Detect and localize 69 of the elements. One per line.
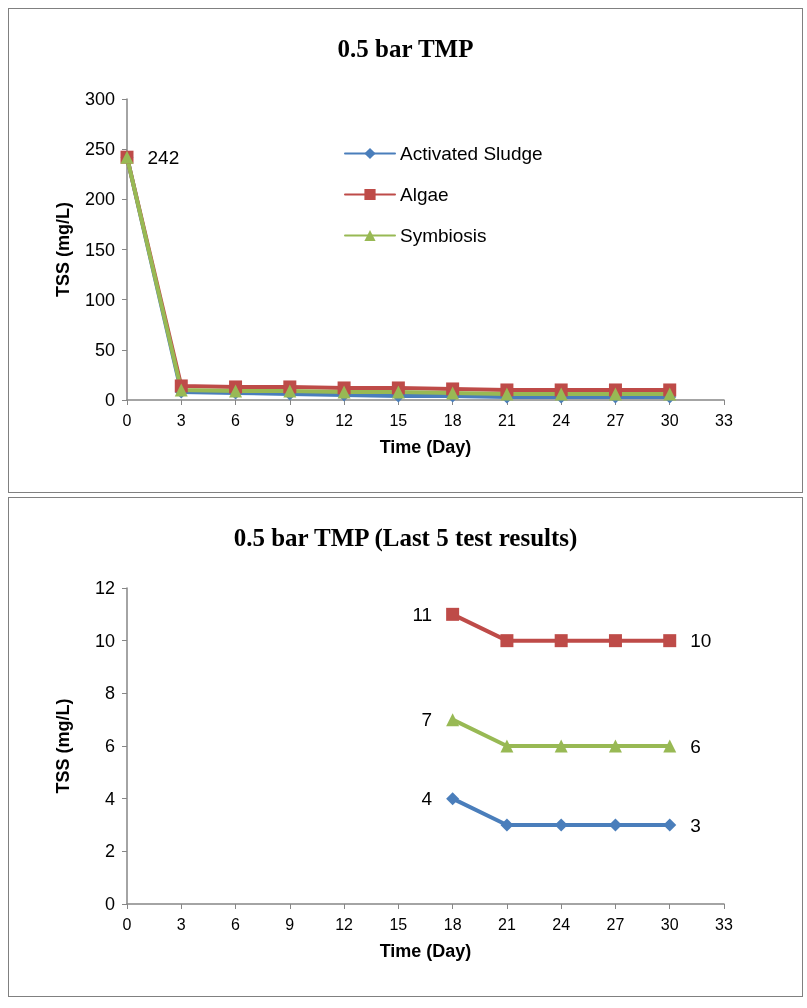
- point: [446, 607, 460, 621]
- y-axis-title: TSS (mg/L): [53, 698, 73, 794]
- x-tick-label: 0: [122, 915, 132, 933]
- x-tick-label: 21: [498, 915, 516, 933]
- y-tick-label: 8: [104, 683, 115, 704]
- x-tick-label: 27: [606, 411, 625, 429]
- chart-title: 0.5 bar TMP (Last 5 test results): [233, 524, 578, 552]
- y-tick-label: 200: [84, 189, 115, 210]
- y-tick-label: 12: [94, 578, 115, 598]
- x-tick-label: 30: [660, 915, 679, 933]
- data-label: 242: [147, 146, 180, 168]
- point: [608, 739, 622, 753]
- y-tick-label: 10: [94, 630, 115, 651]
- x-tick-label: 21: [498, 411, 516, 429]
- point: [554, 818, 568, 832]
- point: [500, 634, 514, 648]
- y-tick-label: 100: [84, 289, 115, 310]
- x-axis-title: Time (Day): [379, 941, 472, 961]
- y-tick-label: 300: [84, 89, 115, 109]
- data-label: 10: [690, 630, 712, 652]
- x-tick-label: 27: [606, 915, 625, 933]
- x-tick-label: 12: [335, 915, 354, 933]
- point: [663, 634, 677, 648]
- x-tick-label: 3: [176, 411, 186, 429]
- x-tick-label: 15: [389, 915, 408, 933]
- point: [391, 385, 405, 399]
- y-tick-label: 0: [104, 894, 115, 914]
- x-tick-label: 33: [715, 915, 733, 933]
- x-tick-label: 18: [443, 411, 462, 429]
- legend-label: Algae: [400, 184, 449, 205]
- point: [446, 792, 460, 806]
- chart-title: 0.5 bar TMP: [337, 35, 474, 62]
- x-tick-label: 24: [552, 411, 571, 429]
- x-tick-label: 30: [660, 411, 679, 429]
- data-label: 6: [690, 735, 701, 757]
- x-tick-label: 24: [552, 915, 571, 933]
- data-label: 4: [421, 788, 433, 810]
- y-tick-label: 4: [104, 788, 115, 809]
- legend-label: Symbiosis: [400, 225, 487, 246]
- y-tick-label: 250: [84, 139, 115, 160]
- x-tick-label: 15: [389, 411, 408, 429]
- point: [663, 818, 677, 832]
- x-tick-label: 6: [231, 915, 241, 933]
- y-tick-label: 150: [84, 239, 115, 260]
- point: [500, 739, 514, 753]
- x-tick-label: 0: [122, 411, 132, 429]
- x-axis-title: Time (Day): [379, 437, 472, 457]
- y-tick-label: 50: [94, 339, 115, 360]
- legend-label: Activated Sludge: [400, 143, 543, 164]
- point: [554, 634, 568, 648]
- x-tick-label: 3: [176, 915, 186, 933]
- point: [554, 739, 568, 753]
- data-label: 3: [690, 814, 701, 836]
- x-tick-label: 9: [285, 411, 295, 429]
- y-tick-label: 0: [104, 390, 115, 410]
- y-tick-label: 2: [104, 841, 115, 862]
- point: [663, 739, 677, 753]
- y-tick-label: 6: [104, 736, 115, 756]
- x-tick-label: 9: [285, 915, 295, 933]
- x-tick-label: 6: [231, 411, 241, 429]
- point: [446, 713, 460, 727]
- x-tick-label: 12: [335, 411, 354, 429]
- data-label: 7: [421, 709, 433, 731]
- x-tick-label: 33: [715, 411, 733, 429]
- x-tick-label: 18: [443, 915, 462, 933]
- data-label: 11: [412, 603, 433, 625]
- y-axis-title: TSS (mg/L): [53, 202, 73, 297]
- point: [608, 634, 622, 648]
- point: [500, 818, 514, 832]
